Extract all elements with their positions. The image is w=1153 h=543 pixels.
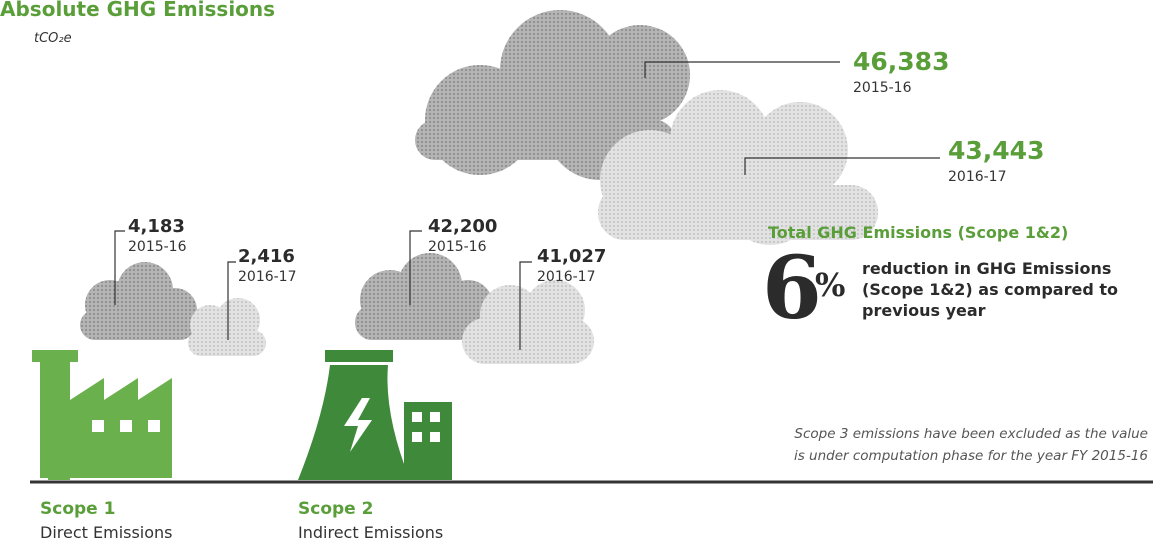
year: 2016-17: [948, 169, 1007, 185]
scope-label: Scope 1: [40, 499, 115, 519]
scope-label: Scope 2: [298, 499, 373, 519]
title: Absolute GHG Emissions: [0, 0, 275, 21]
value: 46,383: [853, 47, 949, 76]
power-plant-icon: [298, 350, 452, 480]
cloud-2016: [188, 298, 266, 356]
scope-sublabel: Direct Emissions: [40, 523, 173, 542]
highlight-unit: %: [815, 266, 845, 304]
scope-sublabel: Indirect Emissions: [298, 523, 443, 542]
cloud-2015: [80, 262, 197, 340]
year: 2016-17: [238, 269, 297, 285]
value: 43,443: [948, 136, 1044, 165]
highlight-text: (Scope 1&2) as compared to: [862, 280, 1118, 299]
year: 2015-16: [128, 239, 187, 255]
year: 2016-17: [537, 269, 596, 285]
year: 2015-16: [853, 80, 912, 96]
highlight-text: reduction in GHG Emissions: [862, 259, 1111, 278]
highlight-text: previous year: [862, 301, 986, 320]
value: 42,200: [428, 216, 497, 237]
factory-icon: [32, 350, 188, 480]
value: 2,416: [238, 246, 295, 267]
year: 2015-16: [428, 239, 487, 255]
note-text: Scope 3 emissions have been excluded as …: [794, 426, 1148, 442]
unit: tCO₂e: [34, 31, 72, 46]
note-text: is under computation phase for the year …: [794, 448, 1148, 464]
highlight-number: 6: [762, 238, 822, 339]
value: 41,027: [537, 246, 606, 267]
value: 4,183: [128, 216, 185, 237]
infographic: Absolute GHG Emissions tCO₂e 46,383 2015…: [0, 0, 1153, 543]
